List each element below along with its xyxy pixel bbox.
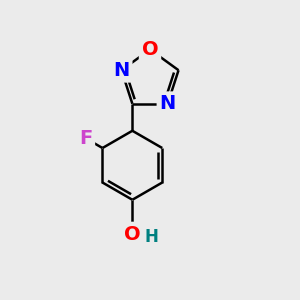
Text: O: O [142, 40, 158, 59]
Text: F: F [79, 129, 92, 148]
Text: H: H [145, 228, 159, 246]
Text: N: N [160, 94, 176, 113]
Text: N: N [113, 61, 130, 80]
Text: O: O [124, 225, 141, 244]
